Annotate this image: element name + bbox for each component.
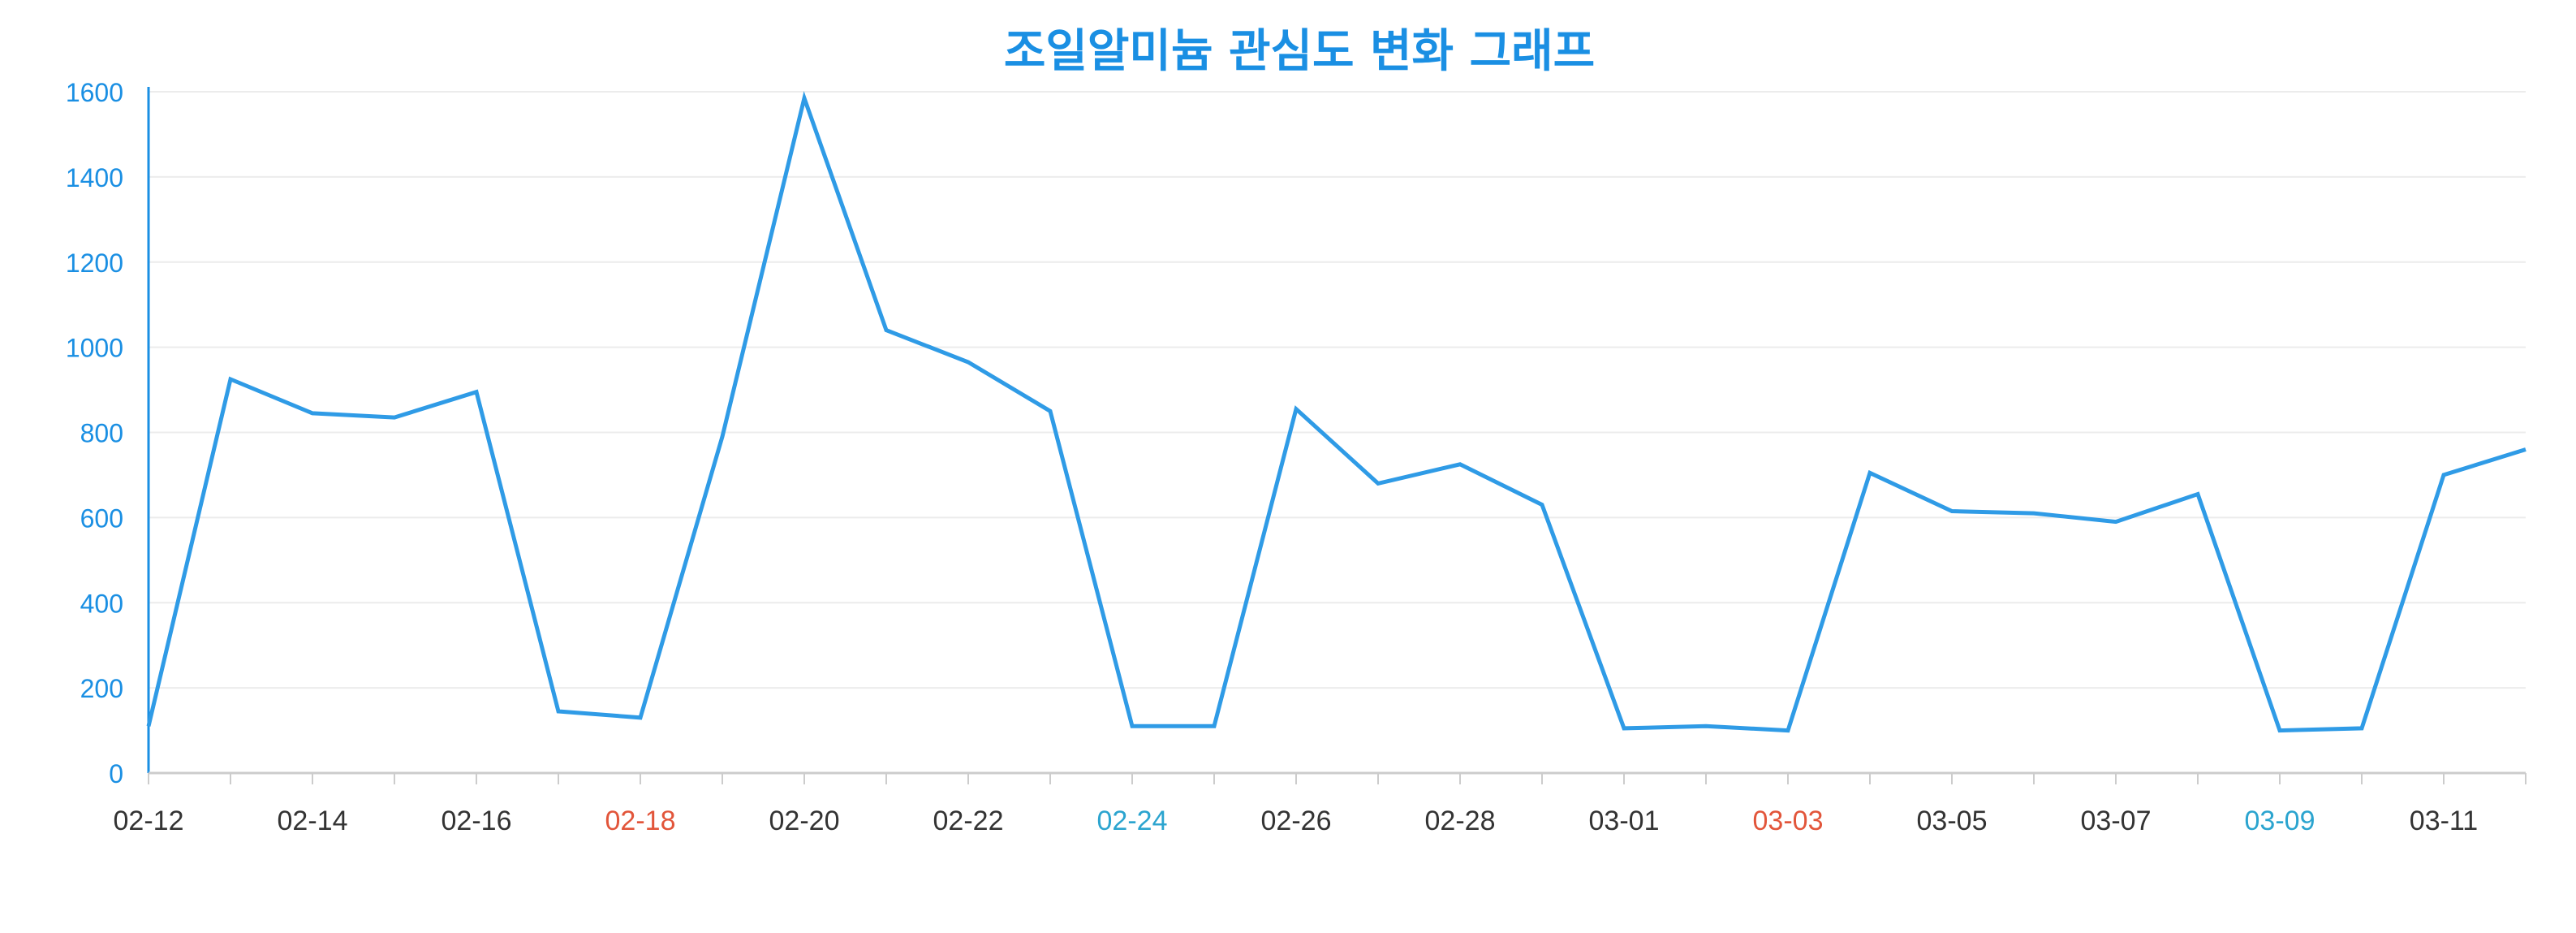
series: [145, 91, 2529, 734]
x-tick-label: 02-18: [605, 806, 676, 836]
data-point: [555, 708, 562, 715]
data-point: [2358, 725, 2365, 732]
data-point: [1539, 502, 1545, 508]
y-tick-label: 1400: [66, 163, 123, 192]
data-point: [883, 327, 890, 334]
data-point: [719, 434, 726, 440]
x-tick-label: 02-22: [933, 806, 1004, 836]
data-point: [227, 376, 234, 382]
data-point: [637, 715, 644, 721]
chart-title: 조일알미늄 관심도 변화 그래프: [1004, 25, 1595, 78]
data-point: [1375, 480, 1381, 486]
data-point: [145, 723, 152, 729]
data-point: [1785, 728, 1791, 734]
x-tick-label: 02-26: [1261, 806, 1332, 836]
x-tick-label: 03-07: [2081, 806, 2152, 836]
data-point: [1211, 723, 1217, 729]
data-point: [309, 410, 316, 417]
x-tick-label: 03-05: [1917, 806, 1988, 836]
data-point: [1949, 508, 1955, 515]
data-point: [2195, 491, 2201, 498]
x-tick-label: 02-16: [442, 806, 512, 836]
y-tick-label: 800: [80, 419, 123, 448]
y-tick-label: 200: [80, 674, 123, 703]
x-tick-label: 02-20: [769, 806, 840, 836]
x-tick-label: 02-24: [1097, 806, 1168, 836]
series-line: [146, 91, 2526, 733]
axes: [147, 87, 2526, 775]
y-tick-label: 600: [80, 503, 123, 533]
data-point: [2277, 728, 2283, 734]
data-point: [1703, 723, 1709, 729]
data-point: [2440, 472, 2447, 478]
y-tick-label: 1600: [66, 78, 123, 107]
gridlines: [149, 91, 2526, 689]
data-point: [1293, 406, 1299, 413]
data-point: [2031, 510, 2037, 516]
data-point: [1457, 461, 1463, 468]
data-point: [965, 359, 971, 365]
data-point: [1047, 408, 1053, 414]
data-point: [391, 414, 398, 421]
x-axis-ticks: 02-12 02-14 02-16 02-18 02-20 02-22 02-24 02-26…: [114, 773, 2526, 836]
data-point: [1867, 469, 1873, 476]
data-point: [2113, 519, 2119, 525]
x-tick-label: 03-03: [1753, 806, 1824, 836]
x-tick-label: 03-11: [2410, 806, 2478, 836]
x-tick-label: 03-01: [1589, 806, 1660, 836]
data-point: [801, 95, 808, 102]
x-tick-label: 02-14: [278, 806, 348, 836]
y-tick-label: 400: [80, 589, 123, 618]
data-point: [1621, 725, 1627, 732]
x-tick-label: 02-12: [114, 806, 184, 836]
data-point: [1129, 723, 1135, 729]
x-tick-label: 02-28: [1425, 806, 1496, 836]
x-tick-label: 03-09: [2245, 806, 2315, 836]
y-tick-label: 1200: [66, 248, 123, 278]
y-tick-label: 1000: [66, 334, 123, 363]
y-axis-ticks: 0 200 400 600 800 1000 1200 1400 1600: [66, 78, 123, 788]
y-tick-label: 0: [109, 759, 123, 788]
data-point: [473, 389, 480, 395]
data-point: [2522, 446, 2529, 452]
